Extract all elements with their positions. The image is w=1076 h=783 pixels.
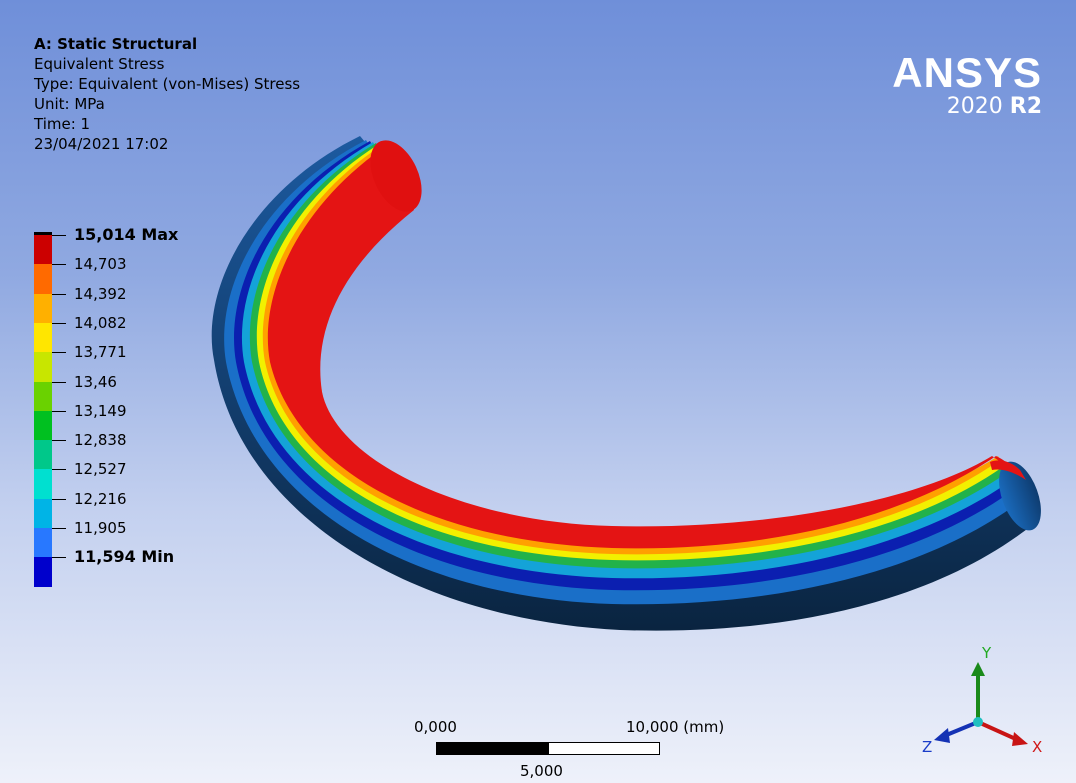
legend-tick [52,352,66,354]
legend-tick [52,381,66,383]
brand-version: 2020 R2 [892,94,1042,120]
y-axis-label: Y [981,644,992,662]
legend-max-label: 15,014 Max [74,225,179,244]
result-info: A: Static Structural Equivalent Stress T… [34,34,300,154]
y-axis-arrow [971,662,985,676]
right-end-cap-bands [990,460,1026,480]
legend-swatch [34,528,52,558]
legend-swatch [34,469,52,500]
pipe-red-top [267,146,1012,549]
legend-label: 12,838 [74,431,127,450]
x-axis-line [977,720,1019,742]
legend-tick [52,528,66,529]
brand-name: ANSYS [892,49,1042,96]
x-axis-arrow [1012,732,1028,746]
legend-swatch [34,410,52,441]
legend-max-cap [34,232,52,235]
legend-label: 14,703 [74,255,127,274]
result-type: Type: Equivalent (von-Mises) Stress [34,75,301,93]
legend-swatch [34,264,52,295]
result-unit: Unit: MPa [34,95,105,113]
scale-label-zero: 0,000 [414,718,457,736]
legend-swatch [34,381,52,412]
band-green [249,143,1008,569]
legend-tick [52,440,66,442]
legend-label: 14,082 [74,313,127,332]
legend-swatch [34,322,52,353]
legend-label: 13,46 [74,372,117,391]
result-timestamp: 23/04/2021 17:02 [34,135,169,153]
legend-label: 12,527 [74,460,127,479]
triad-origin [973,717,983,727]
analysis-title: A: Static Structural [34,35,198,53]
legend-tick [52,557,66,559]
scale-label-max: 10,000 (mm) [626,718,725,736]
legend-tick [52,498,66,500]
legend-swatch [34,557,52,588]
scale-bar-white [548,742,660,755]
scale-label-mid: 5,000 [520,762,563,780]
version-year: 2020 [946,94,1003,119]
right-end-cap [999,461,1041,531]
legend-swatch [34,352,52,382]
band-cyan [241,142,1012,579]
legend-tick [52,293,66,295]
legend-min-label: 11,594 Min [74,547,175,567]
legend-swatch [34,293,52,324]
ansys-logo: ANSYS 2020 R2 [892,52,1042,120]
x-axis-label: X [1032,738,1042,756]
band-yellow [256,144,1005,561]
scale-bar-black [436,742,548,755]
z-axis-arrow [934,728,950,743]
result-name: Equivalent Stress [34,55,165,73]
legend-tick [52,264,66,266]
z-axis-label: Z [922,738,932,756]
legend-label: 14,392 [74,284,127,303]
band-teal [224,140,1022,605]
version-release: R2 [1009,94,1042,119]
legend-label: 13,771 [74,343,127,362]
legend-tick [52,469,66,471]
legend-label: 12,216 [74,489,127,508]
result-time: Time: 1 [34,115,91,133]
top-end-cap [370,140,422,212]
legend-tick [52,235,66,236]
z-axis-line [943,720,979,738]
legend-label: 13,149 [74,401,127,420]
band-blue [234,141,1016,591]
scale-bar: 0,000 10,000 (mm) 5,000 [414,718,724,780]
band-orange [262,145,1000,555]
legend-tick [52,410,66,412]
legend-swatch [34,235,52,265]
legend-swatch [34,498,52,529]
legend-tick [52,322,66,324]
legend-label: 11,905 [74,519,127,537]
legend-swatch [34,440,52,470]
coordinate-triad[interactable]: Y X Z [922,636,1042,756]
